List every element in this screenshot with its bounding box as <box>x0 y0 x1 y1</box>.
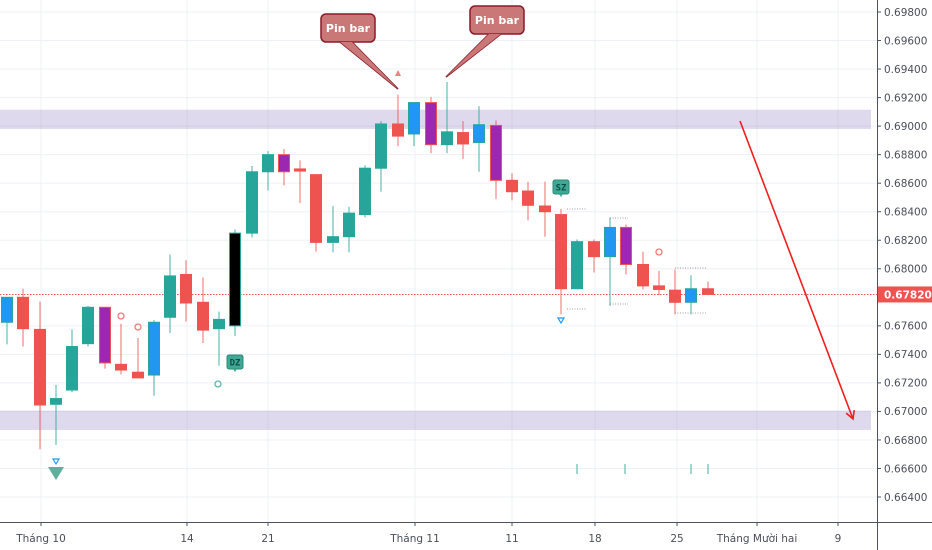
candles <box>1 81 714 450</box>
support-zone[interactable] <box>0 410 871 430</box>
price-tick-label: 0.68800 <box>884 149 927 161</box>
time-tick-label: Tháng 11 <box>389 533 440 545</box>
time-tick-label: Tháng Mười hai <box>716 533 798 545</box>
candle[interactable] <box>685 275 697 315</box>
callout-label: Pin bar <box>475 14 520 27</box>
time-tick-label: 18 <box>588 533 601 545</box>
callout-label: Pin bar <box>326 22 371 35</box>
time-tick-label: 21 <box>261 533 274 545</box>
price-tick-label: 0.67200 <box>884 378 927 390</box>
time-tick-label: 14 <box>180 533 194 545</box>
candle[interactable] <box>180 260 192 322</box>
candle[interactable] <box>50 385 62 445</box>
svg-text:DZ: DZ <box>230 359 241 369</box>
candle[interactable] <box>82 305 94 347</box>
grid <box>0 0 877 522</box>
price-tick-label: 0.68400 <box>884 207 927 219</box>
trend-arrow[interactable] <box>739 120 856 421</box>
signal-markers <box>48 70 709 480</box>
candle[interactable] <box>408 102 420 147</box>
candle[interactable] <box>473 106 485 172</box>
candle[interactable] <box>375 121 387 192</box>
time-tick-label: 11 <box>505 533 518 545</box>
price-tick-label: 0.68600 <box>884 178 927 190</box>
candle[interactable] <box>571 239 583 290</box>
time-tick-label: 25 <box>670 533 683 545</box>
price-tick-label: 0.66400 <box>884 492 927 504</box>
candle[interactable] <box>637 251 649 290</box>
price-tick-label: 0.69600 <box>884 35 927 47</box>
pin-bar-callout[interactable]: Pin bar <box>445 5 525 78</box>
candle[interactable] <box>17 288 29 347</box>
price-tick-label: 0.69800 <box>884 7 927 19</box>
candle[interactable] <box>132 337 144 379</box>
current-price-value: 0.67820 <box>884 289 932 301</box>
candle[interactable] <box>278 148 290 186</box>
candle[interactable] <box>669 269 681 315</box>
candle[interactable] <box>653 270 665 296</box>
price-tick-label: 0.68200 <box>884 235 927 247</box>
candle[interactable] <box>604 217 616 306</box>
candle[interactable] <box>99 306 111 369</box>
candle[interactable] <box>539 181 551 237</box>
candle[interactable] <box>294 160 306 204</box>
candle[interactable] <box>588 239 600 273</box>
price-tick-label: 0.67400 <box>884 349 927 361</box>
pin-bar-callout[interactable]: Pin bar <box>320 13 399 90</box>
candle[interactable] <box>66 329 78 393</box>
candle[interactable] <box>359 165 371 218</box>
time-tick-label: Tháng 10 <box>15 533 66 545</box>
price-tick-label: 0.68000 <box>884 264 927 276</box>
candle[interactable] <box>213 311 225 366</box>
candle[interactable] <box>620 224 632 275</box>
svg-text:SZ: SZ <box>556 184 567 194</box>
candle[interactable] <box>1 296 13 345</box>
candle[interactable] <box>522 181 534 221</box>
candle[interactable] <box>343 206 355 253</box>
candle[interactable] <box>229 229 241 336</box>
candle[interactable] <box>327 206 339 253</box>
candle[interactable] <box>115 323 127 375</box>
candle[interactable] <box>34 301 46 450</box>
candle[interactable] <box>457 121 469 159</box>
candle[interactable] <box>164 254 176 333</box>
candle[interactable] <box>197 277 209 343</box>
candle[interactable] <box>262 151 274 191</box>
price-tick-label: 0.69000 <box>884 121 927 133</box>
candle[interactable] <box>506 173 518 201</box>
sz-label[interactable]: SZ <box>552 179 570 197</box>
time-axis[interactable]: Tháng 10 14 21 Tháng 11 11 18 25 Tháng Mười hai… <box>15 522 841 545</box>
time-tick-label: 9 <box>835 533 842 545</box>
candle[interactable] <box>425 96 437 154</box>
candle[interactable] <box>490 120 502 199</box>
price-axis[interactable]: 0.69800 0.69600 0.69400 0.69200 0.69000 0.688… <box>877 7 932 504</box>
candle[interactable] <box>148 320 160 396</box>
price-tick-label: 0.66600 <box>884 463 927 475</box>
price-tick-label: 0.69200 <box>884 92 927 104</box>
price-tick-label: 0.67600 <box>884 321 927 333</box>
candle[interactable] <box>555 208 567 315</box>
candle[interactable] <box>441 81 453 154</box>
price-tick-label: 0.66800 <box>884 435 927 447</box>
candle[interactable] <box>246 166 258 238</box>
price-tick-label: 0.69400 <box>884 64 927 76</box>
dz-label[interactable]: DZ <box>226 354 244 372</box>
candle[interactable] <box>392 94 404 147</box>
price-tick-label: 0.67000 <box>884 406 927 418</box>
candle[interactable] <box>310 174 322 252</box>
current-price-tag <box>878 286 932 303</box>
candle[interactable] <box>702 281 714 296</box>
